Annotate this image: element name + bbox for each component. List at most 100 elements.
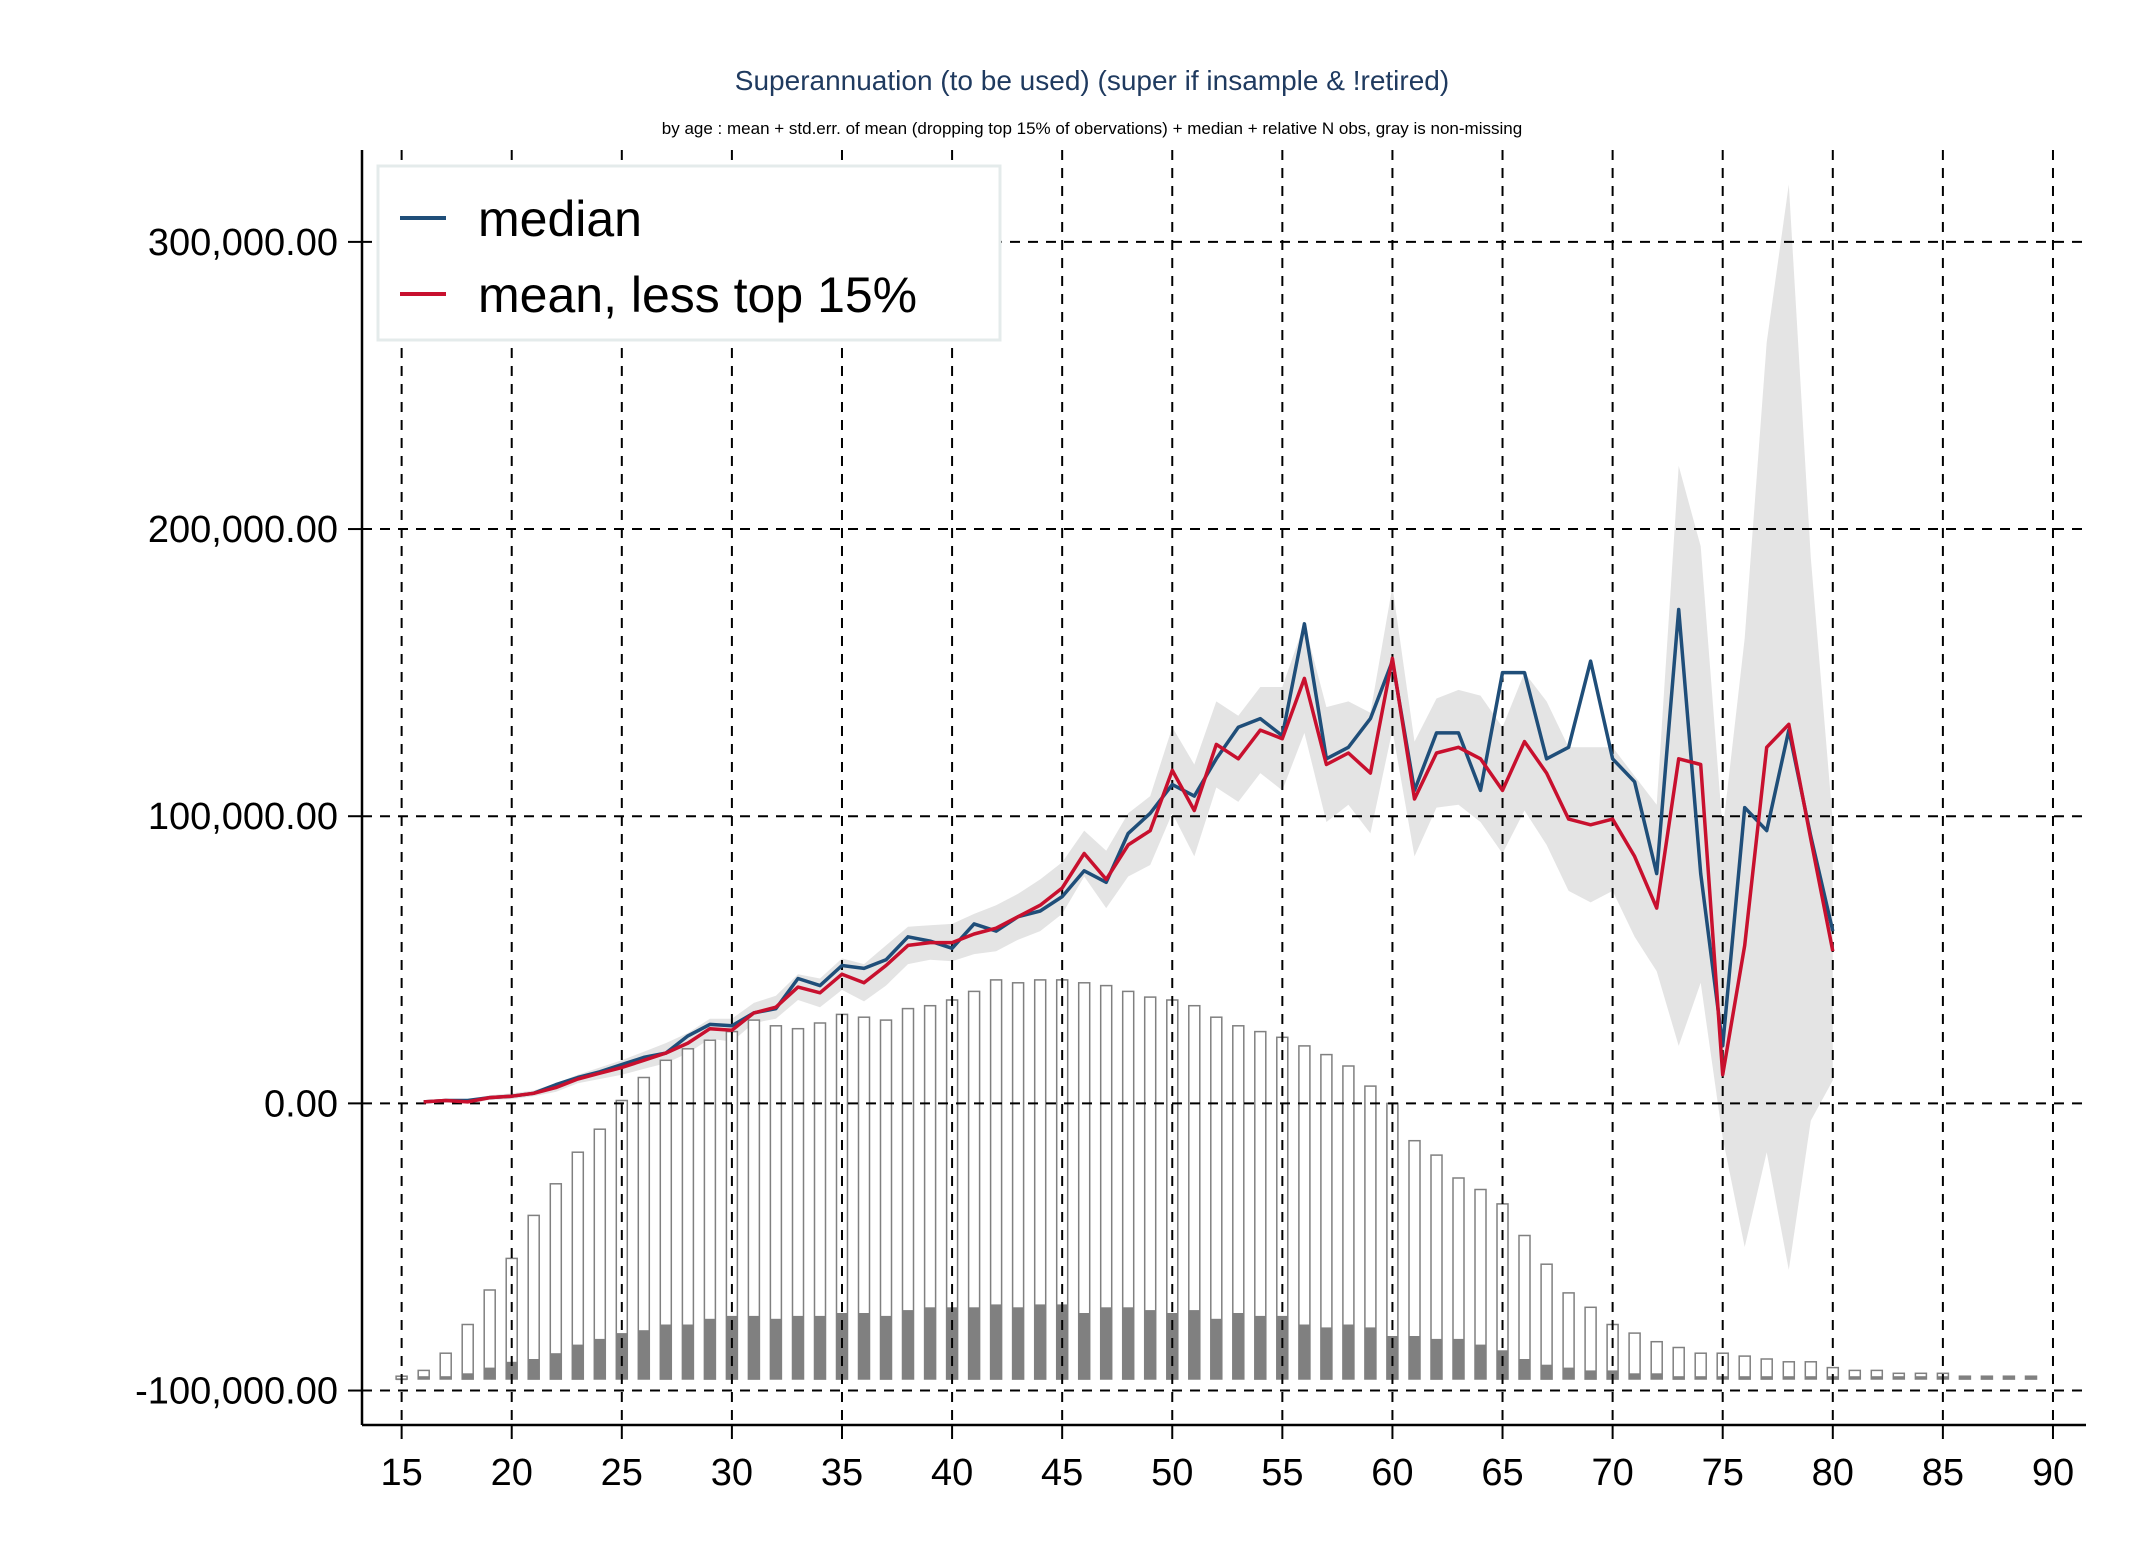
bar-nonmissing-36 — [858, 1313, 870, 1379]
grid — [362, 150, 2086, 1425]
y-tick-label-0: 0.00 — [264, 1083, 338, 1125]
axes — [348, 150, 2086, 1439]
bar-nonmissing-72 — [1651, 1373, 1663, 1379]
legend-label-mean: mean, less top 15% — [478, 267, 917, 323]
bar-nonmissing-68 — [1563, 1367, 1575, 1380]
y-tick-label-200000: 200,000.00 — [148, 509, 338, 551]
bar-nonmissing-56 — [1298, 1324, 1310, 1380]
x-tick-label-50: 50 — [1151, 1452, 1193, 1494]
bar-nonmissing-51 — [1188, 1310, 1200, 1379]
plot-area — [362, 150, 2086, 1425]
x-tick-label-35: 35 — [821, 1452, 863, 1494]
bar-total-74 — [1694, 1352, 1707, 1380]
x-tick-label-80: 80 — [1812, 1452, 1854, 1494]
bar-total-67 — [1540, 1263, 1553, 1380]
bar-total-21 — [527, 1214, 540, 1380]
bar-total-42 — [989, 979, 1003, 1380]
bar-nonmissing-81 — [1849, 1376, 1861, 1380]
bar-total-69 — [1584, 1306, 1597, 1380]
bar-nonmissing-41 — [968, 1307, 980, 1380]
x-tick-label-70: 70 — [1591, 1452, 1633, 1494]
bar-nonmissing-86 — [1959, 1376, 1971, 1380]
bar-nonmissing-47 — [1100, 1307, 1112, 1380]
bar-nonmissing-84 — [1915, 1376, 1927, 1380]
bar-total-66 — [1518, 1234, 1531, 1380]
x-tick-label-40: 40 — [931, 1452, 973, 1494]
bar-nonmissing-66 — [1519, 1359, 1530, 1380]
y-tick-label-100000: 100,000.00 — [148, 796, 338, 838]
x-tick-label-15: 15 — [380, 1452, 422, 1494]
bar-nonmissing-27 — [660, 1324, 672, 1380]
bar-nonmissing-43 — [1012, 1307, 1024, 1380]
bar-nonmissing-24 — [594, 1338, 606, 1380]
y-tick-label-300000: 300,000.00 — [148, 222, 338, 264]
bar-nonmissing-87 — [1981, 1376, 1993, 1380]
bar-total-22 — [549, 1183, 563, 1380]
bar-total-46 — [1077, 982, 1091, 1380]
legend-box — [376, 164, 1002, 342]
std-err-band — [423, 184, 1833, 1270]
bar-nonmissing-28 — [682, 1324, 694, 1380]
bar-nonmissing-48 — [1122, 1307, 1134, 1380]
bar-nonmissing-88 — [2003, 1376, 2015, 1380]
bar-nonmissing-58 — [1342, 1324, 1354, 1380]
band-area — [423, 184, 1833, 1270]
bar-nonmissing-59 — [1364, 1327, 1376, 1380]
bar-nonmissing-22 — [550, 1353, 562, 1379]
bar-nonmissing-46 — [1078, 1313, 1090, 1379]
bar-nonmissing-69 — [1585, 1370, 1597, 1379]
chart-subtitle: by age : mean + std.err. of mean (droppi… — [662, 119, 1522, 138]
bar-nonmissing-67 — [1541, 1364, 1553, 1380]
bar-nonmissing-63 — [1453, 1338, 1464, 1380]
bar-nonmissing-34 — [814, 1315, 826, 1380]
bar-nonmissing-83 — [1893, 1376, 1905, 1380]
bar-nonmissing-52 — [1210, 1318, 1222, 1380]
bar-nonmissing-32 — [770, 1318, 782, 1380]
x-tick-label-90: 90 — [2032, 1452, 2074, 1494]
bar-nonmissing-82 — [1871, 1376, 1883, 1380]
x-tick-label-85: 85 — [1922, 1452, 1964, 1494]
bar-nonmissing-62 — [1431, 1338, 1442, 1380]
bar-nonmissing-64 — [1475, 1344, 1486, 1380]
bar-nonmissing-49 — [1144, 1310, 1156, 1379]
bar-nonmissing-73 — [1673, 1376, 1685, 1380]
n-obs-bars — [395, 979, 2038, 1381]
bar-nonmissing-77 — [1761, 1376, 1773, 1380]
bar-nonmissing-38 — [902, 1310, 914, 1379]
bar-nonmissing-89 — [2025, 1376, 2037, 1380]
x-tick-label-60: 60 — [1371, 1452, 1413, 1494]
x-tick-label-65: 65 — [1481, 1452, 1523, 1494]
bar-nonmissing-42 — [990, 1304, 1002, 1380]
bar-nonmissing-29 — [704, 1318, 716, 1380]
bar-nonmissing-16 — [418, 1376, 430, 1380]
bar-nonmissing-54 — [1254, 1315, 1266, 1380]
bar-nonmissing-79 — [1805, 1376, 1817, 1380]
bar-nonmissing-78 — [1783, 1376, 1795, 1380]
bar-nonmissing-18 — [462, 1373, 474, 1379]
bar-total-77 — [1760, 1358, 1773, 1380]
x-tick-label-20: 20 — [491, 1452, 533, 1494]
bar-nonmissing-61 — [1409, 1336, 1420, 1380]
bar-nonmissing-33 — [792, 1315, 804, 1380]
bar-nonmissing-31 — [748, 1315, 760, 1380]
bar-total-18 — [461, 1323, 474, 1380]
bar-nonmissing-76 — [1739, 1376, 1751, 1380]
series-lines — [423, 607, 1835, 1104]
bar-nonmissing-21 — [528, 1359, 540, 1380]
x-tick-label-55: 55 — [1261, 1452, 1303, 1494]
bar-total-19 — [483, 1289, 496, 1380]
chart-title: Superannuation (to be used) (super if in… — [735, 65, 1449, 96]
x-tick-label-30: 30 — [711, 1452, 753, 1494]
bar-nonmissing-23 — [572, 1344, 584, 1380]
bar-nonmissing-57 — [1320, 1327, 1332, 1380]
bar-nonmissing-19 — [484, 1367, 496, 1380]
x-tick-label-25: 25 — [601, 1452, 643, 1494]
bar-nonmissing-39 — [924, 1307, 936, 1380]
bar-nonmissing-26 — [638, 1330, 650, 1379]
bar-nonmissing-44 — [1034, 1304, 1046, 1380]
bar-total-44 — [1033, 979, 1047, 1380]
bar-nonmissing-53 — [1232, 1313, 1244, 1379]
bar-nonmissing-71 — [1629, 1373, 1641, 1379]
bar-total-76 — [1738, 1355, 1751, 1380]
